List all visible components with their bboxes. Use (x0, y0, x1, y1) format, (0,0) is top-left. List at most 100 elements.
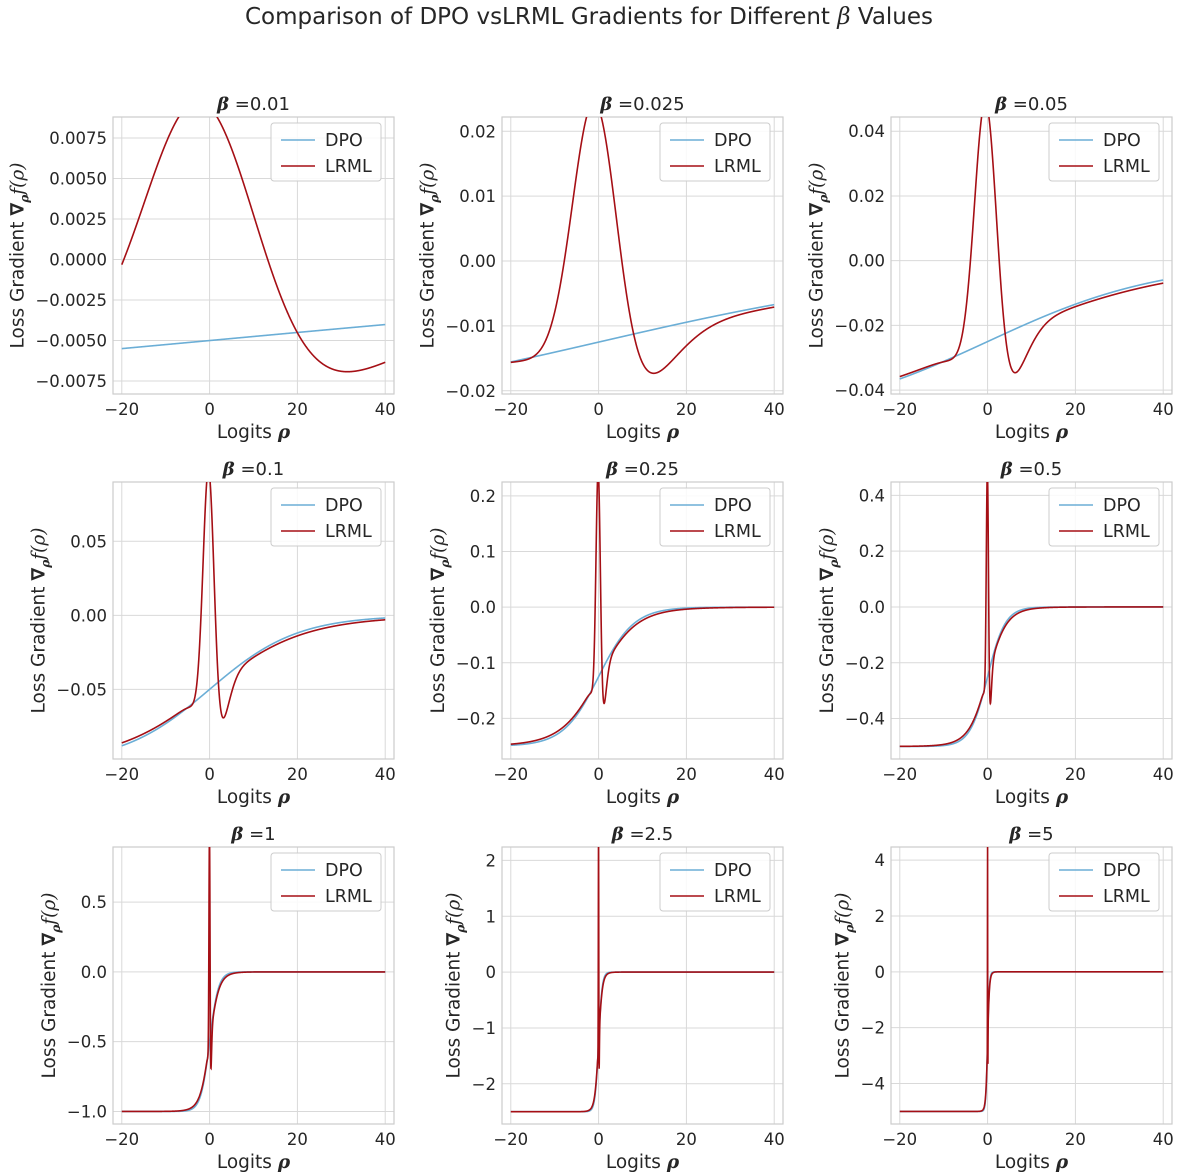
subplot-title-beta: β (611, 824, 624, 845)
y-axis-label-nabla: ∇ (833, 933, 854, 946)
y-axis-label-subscript: ρ (427, 194, 441, 204)
x-axis-label-symbol: ρ (1055, 787, 1069, 808)
lrml-line (899, 482, 1164, 748)
y-axis-label: Loss Gradient ∇ρf(ρ) (428, 528, 452, 714)
x-tick-label: −20 (104, 765, 139, 784)
lrml-line (121, 847, 386, 1113)
subplot-title: β =0.25 (605, 459, 679, 480)
x-tick-label: 20 (1065, 400, 1086, 419)
legend: DPO LRML (1048, 852, 1160, 912)
y-axis-label-subscript: ρ (816, 194, 830, 204)
x-tick-label: 20 (287, 400, 308, 419)
y-axis-label-nabla: ∇ (28, 568, 49, 581)
y-tick-label: −0.1 (456, 654, 496, 673)
legend-dpo-label: DPO (714, 131, 752, 151)
y-axis-label-func: f(ρ) (833, 893, 854, 927)
legend-dpo-label: DPO (1103, 861, 1141, 881)
y-tick-label: 0 (486, 963, 497, 982)
y-axis-label-func: f(ρ) (806, 163, 827, 197)
y-axis-label: Loss Gradient ∇ρf(ρ) (444, 893, 468, 1079)
x-axis-label-word: Logits (606, 422, 667, 443)
plot-frame (890, 846, 1173, 1125)
y-tick-label: 0.0000 (49, 251, 107, 270)
x-tick-label: 0 (204, 1130, 215, 1149)
subplot-1: −20 0 20 40 0.0075 0.0050 0.0025 0.0000 −0.0025 −… (7, 94, 395, 443)
x-tick-label: 20 (1065, 765, 1086, 784)
y-axis-label: Loss Gradient ∇ρf(ρ) (817, 528, 841, 714)
dpo-line (899, 279, 1164, 380)
y-tick-label: 0.04 (848, 122, 885, 141)
x-axis-label: Logits ρ (995, 422, 1069, 443)
y-axis-label-nabla: ∇ (806, 203, 827, 216)
legend-lrml-label: LRML (714, 887, 761, 907)
lrml-line (121, 482, 386, 744)
x-tick-label: −20 (493, 765, 528, 784)
legend-lrml-label: LRML (325, 522, 372, 542)
x-axis-label: Logits ρ (217, 422, 291, 443)
x-tick-label: 20 (1065, 1130, 1086, 1149)
x-axis-label: Logits ρ (606, 787, 680, 808)
legend: DPO LRML (659, 852, 771, 912)
plot-frame (890, 116, 1173, 395)
x-tick-label: 0 (204, 400, 215, 419)
y-tick-label: 0.01 (459, 187, 496, 206)
y-axis-label-subscript: ρ (438, 559, 452, 569)
x-axis-label: Logits ρ (606, 422, 680, 443)
legend-dpo-label: DPO (325, 496, 363, 516)
legend-lrml-label: LRML (714, 522, 761, 542)
x-tick-label: 40 (1153, 1130, 1174, 1149)
y-tick-label: −4 (861, 1075, 885, 1094)
x-tick-label: 20 (676, 400, 697, 419)
y-tick-label: −1.0 (67, 1102, 107, 1121)
y-tick-label: −0.01 (445, 317, 496, 336)
y-axis-label-word: Loss Gradient (444, 946, 465, 1079)
y-axis-label-subscript: ρ (38, 559, 52, 569)
y-tick-label: 0.0075 (49, 129, 107, 148)
y-axis-label: Loss Gradient ∇ρf(ρ) (833, 893, 857, 1079)
dpo-line (510, 971, 775, 1113)
y-tick-label: 0.1 (470, 543, 496, 562)
x-axis-label: Logits ρ (606, 1152, 680, 1173)
subplot-title-value: =0.1 (235, 459, 284, 480)
legend-dpo-label: DPO (714, 861, 752, 881)
legend: DPO LRML (1048, 122, 1160, 182)
y-axis-label-func: f(ρ) (28, 528, 49, 562)
dpo-line (121, 617, 386, 747)
y-axis-label: Loss Gradient ∇ρf(ρ) (7, 163, 31, 349)
dpo-line (121, 323, 386, 350)
y-axis-label-func: f(ρ) (39, 893, 60, 927)
y-tick-label: 2 (486, 851, 497, 870)
subplot-3: −20 0 20 40 0.04 0.02 0.00 −0.02 −0.04 β =0.05 Log… (806, 94, 1173, 443)
plot-frame (890, 481, 1173, 760)
x-axis-label-symbol: ρ (277, 1152, 291, 1173)
legend: DPO LRML (659, 122, 771, 182)
y-axis-label: Loss Gradient ∇ρf(ρ) (39, 893, 63, 1079)
y-tick-label: −2 (472, 1075, 496, 1094)
y-tick-label: 0.05 (70, 532, 107, 551)
legend-dpo-label: DPO (325, 131, 363, 151)
subplot-5: −20 0 20 40 0.2 0.1 0.0 −0.1 −0.2 β =0.25 Logits ρ… (428, 459, 785, 808)
x-tick-label: 0 (593, 765, 604, 784)
y-axis-label-func: f(ρ) (444, 893, 465, 927)
legend-lrml-label: LRML (714, 157, 761, 177)
y-tick-label: −0.02 (445, 382, 496, 401)
legend-dpo-label: DPO (1103, 496, 1141, 516)
y-axis-label-subscript: ρ (454, 924, 468, 934)
legend: DPO LRML (270, 852, 382, 912)
subplot-title-beta: β (605, 459, 618, 480)
x-tick-label: 40 (375, 400, 396, 419)
y-axis-label-nabla: ∇ (417, 203, 438, 216)
y-tick-label: 0.2 (859, 542, 885, 561)
lrml-line (510, 117, 775, 375)
legend-lrml-label: LRML (1103, 887, 1150, 907)
y-axis-label-word: Loss Gradient (806, 216, 827, 349)
y-tick-label: 2 (875, 907, 886, 926)
figure-title: Comparison of DPO vsLRML Gradients for D… (245, 4, 933, 30)
x-axis-label-word: Logits (217, 787, 278, 808)
subplot-title: β =5 (1008, 824, 1053, 845)
x-tick-label: 40 (764, 765, 785, 784)
y-axis-label-nabla: ∇ (817, 568, 838, 581)
